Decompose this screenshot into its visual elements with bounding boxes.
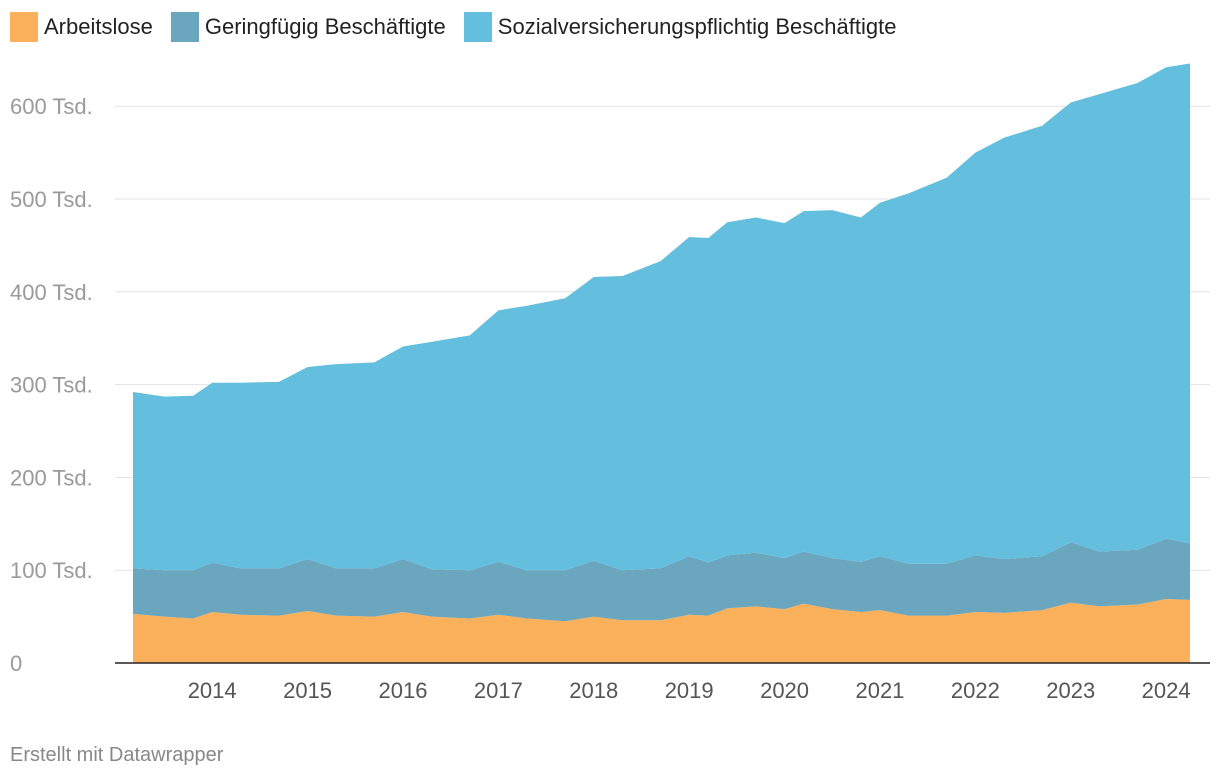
area-layer	[133, 63, 1190, 663]
y-tick-label: 400 Tsd.	[10, 280, 93, 305]
legend-label-geringfuegig: Geringfügig Beschäftigte	[204, 14, 446, 39]
footer-credit: Erstellt mit Datawrapper	[10, 744, 224, 766]
x-tick-label: 2017	[474, 678, 523, 703]
x-tick-label: 2021	[855, 678, 904, 703]
x-tick-label: 2019	[665, 678, 714, 703]
x-tick-label: 2020	[760, 678, 809, 703]
legend-swatch-geringfuegig	[170, 12, 199, 42]
x-tick-label: 2016	[378, 678, 427, 703]
legend-item-arbeitslose: Arbeitslose	[10, 12, 153, 42]
legend-label-sozialversicherungspflichtig: Sozialversicherungspflichtig Beschäftigt…	[497, 14, 897, 39]
x-tick-label: 2022	[951, 678, 1000, 703]
y-tick-label: 600 Tsd.	[10, 94, 93, 119]
legend-label-arbeitslose: Arbeitslose	[44, 14, 153, 39]
y-tick-label: 0	[10, 651, 22, 676]
x-tick-label: 2018	[569, 678, 618, 703]
y-tick-label: 200 Tsd.	[10, 465, 93, 490]
legend: Arbeitslose Geringfügig Beschäftigte Soz…	[10, 12, 914, 42]
area-series-0	[133, 598, 1190, 663]
legend-swatch-sozialversicherungspflichtig	[463, 12, 492, 42]
area-series-1	[133, 538, 1190, 622]
y-tick-label: 500 Tsd.	[10, 187, 93, 212]
y-tick-label: 100 Tsd.	[10, 558, 93, 583]
y-tick-label: 300 Tsd.	[10, 373, 93, 398]
x-tick-label: 2014	[188, 678, 237, 703]
legend-swatch-arbeitslose	[10, 12, 38, 42]
area-series-2	[133, 63, 1190, 571]
x-tick-label: 2023	[1046, 678, 1095, 703]
axis-layer: 0 100 Tsd. 200 Tsd. 300 Tsd. 400 Tsd. 500 Tsd…	[10, 94, 1210, 703]
legend-item-sozialversicherungspflichtig: Sozialversicherungspflichtig Beschäftigt…	[463, 12, 897, 42]
legend-item-geringfuegig: Geringfügig Beschäftigte	[170, 12, 446, 42]
x-tick-label: 2024	[1142, 678, 1191, 703]
x-tick-label: 2015	[283, 678, 332, 703]
